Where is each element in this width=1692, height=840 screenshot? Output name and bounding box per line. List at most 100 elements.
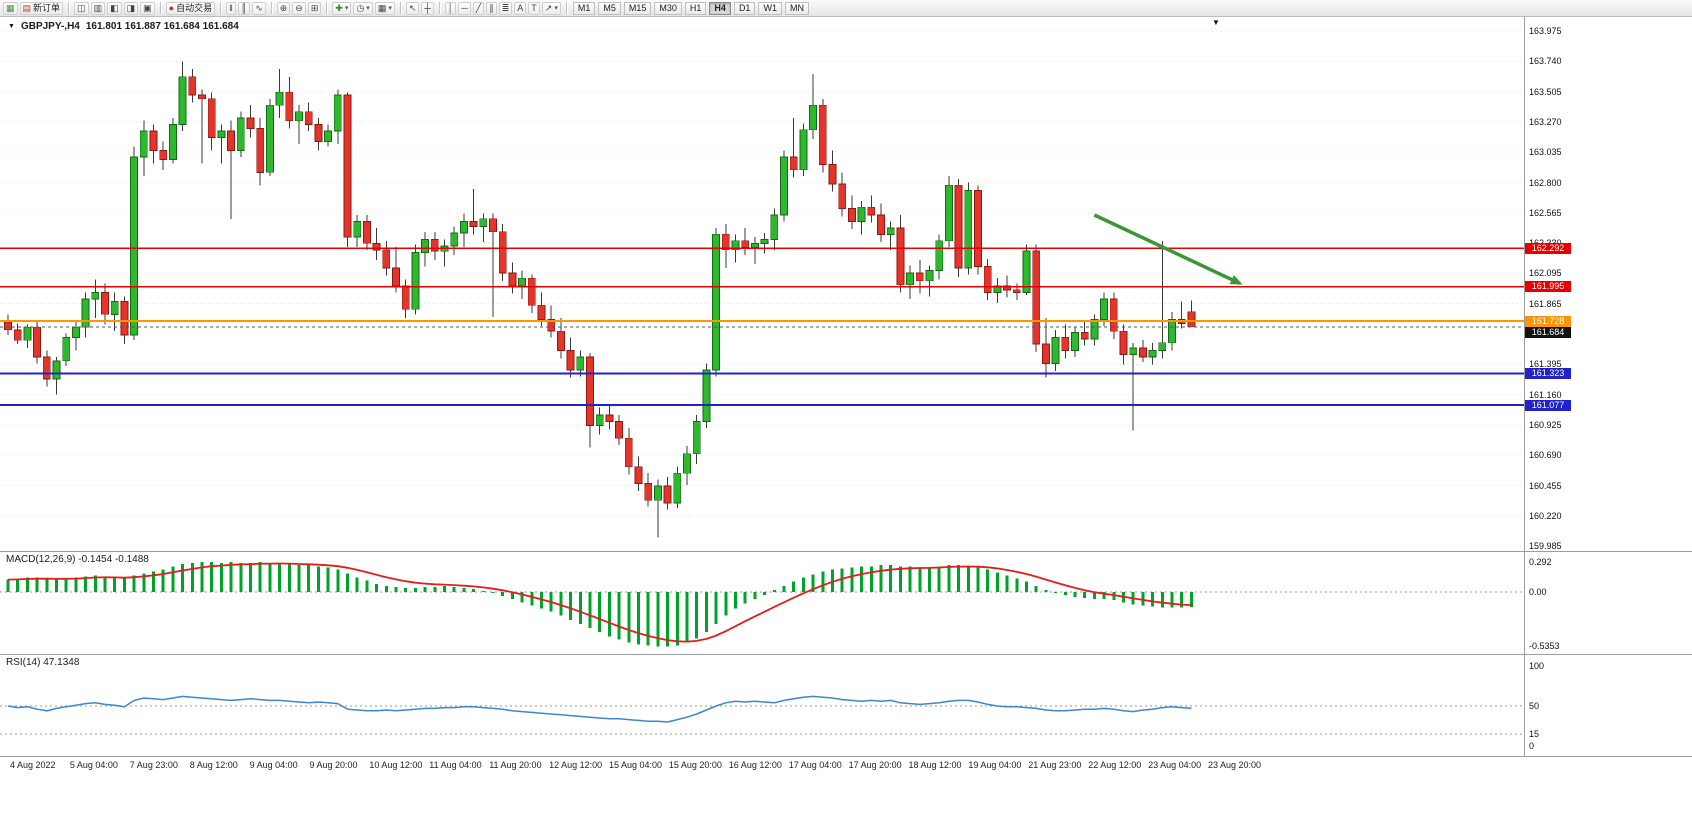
rsi-axis-label: 15 [1529,729,1540,739]
timeframe-h4[interactable]: H4 [709,1,731,15]
price-label: 160.925 [1529,419,1562,430]
rsi-line [7,695,1192,723]
new-order-button[interactable]: ▤ 新订单 [19,1,64,15]
indicators-icon[interactable]: ✚ ▾ [332,1,352,15]
dropdown-caret-icon: ▾ [554,4,558,12]
vertical-line-icon[interactable]: │ [444,1,457,15]
market-watch-icon[interactable]: ▥ [90,1,106,15]
timeframe-m1[interactable]: M1 [572,1,596,15]
zoom-out-icon[interactable]: ⊖ [292,1,306,15]
new-order-button-label: 新订单 [33,2,61,13]
profiles-icon[interactable]: ◫ [74,1,89,15]
data-window-icon-glyph: ◧ [110,2,119,13]
macd-signal-line [7,562,1192,643]
toolbar-separator [399,2,401,14]
timeframe-h1-label: H1 [689,3,702,13]
new-chart-icon[interactable]: ▦ [3,1,18,15]
time-axis[interactable]: 4 Aug 2022 5 Aug 04:00 7 Aug 23:00 8 Aug 12… [0,757,1692,775]
time-label: 10 Aug 12:00 [369,760,423,770]
candlestick-chart[interactable] [0,17,1524,552]
price-label: 162.330 [1529,238,1562,249]
auto-trading-button[interactable]: ● 自动交易 [165,1,216,15]
text-icon-glyph: A [517,2,524,13]
time-label: 16 Aug 12:00 [728,760,782,770]
timeframe-m15[interactable]: M15 [623,1,652,15]
horizontal-line-icon[interactable]: ─ [458,1,471,15]
label-icon[interactable]: T [528,1,540,15]
price-label: 162.800 [1529,177,1562,188]
dropdown-caret-icon: ▾ [388,4,392,12]
panel-divider[interactable] [0,756,1692,757]
line-chart-icon[interactable]: ∿ [252,1,266,15]
vertical-line-icon-glyph: │ [447,2,454,13]
timeframe-m1-label: M1 [577,3,591,13]
tile-windows-icon-glyph: ⊞ [310,2,319,13]
templates-icon[interactable]: ▦ ▾ [374,1,395,15]
price-label: 163.505 [1529,86,1562,97]
time-label: 18 Aug 12:00 [908,760,962,770]
trend-arrow[interactable] [1093,213,1243,285]
macd-axis-label: -0.5353 [1529,641,1560,651]
time-label: 22 Aug 12:00 [1088,760,1142,770]
price-tag: 161.684 [1525,326,1571,338]
new-order-button-glyph: ▤ [22,2,32,13]
time-label: 19 Aug 04:00 [968,760,1022,770]
label-icon-glyph: T [531,2,537,13]
time-label: 15 Aug 20:00 [668,760,722,770]
candlestick-chart-icon[interactable]: ║ [237,1,251,15]
fibonacci-icon[interactable]: ≣ [498,1,513,15]
timeframe-w1[interactable]: W1 [758,1,782,15]
toolbar-separator [326,2,328,14]
bar-chart-icon[interactable]: ǁ [226,1,236,15]
toolbar: ▦ ▤ 新订单 ◫ ▥ ◧ ◨ ▣ ● 自动交易 ǁ ║ ∿ ⊕ ⊖ ⊞ ✚ ▾ ◷ ▾ ▦ ▾ ↖ ┼ │ ─ ╱ ∥ ≣ A T ↗ ▾ M1… [0,0,1692,17]
toolbar-separator [270,2,272,14]
rsi-chart[interactable] [0,655,1524,757]
price-label: 161.865 [1529,298,1562,309]
cursor-icon[interactable]: ↖ [405,1,420,15]
time-label: 11 Aug 04:00 [429,760,482,770]
timeframe-mn-label: MN [789,3,804,13]
macd-histogram [6,562,1193,647]
rsi-axis-label: 100 [1529,661,1545,671]
terminal-icon[interactable]: ▣ [140,1,155,15]
trendline-icon-glyph: ╱ [475,2,482,13]
data-window-icon[interactable]: ◧ [107,1,122,15]
chart-symbol-period: GBPJPY-,H4 [20,21,80,32]
arrows-icon[interactable]: ↗ ▾ [541,1,561,15]
panel-divider[interactable] [0,551,1692,552]
timeframe-m30-label: M30 [659,3,677,13]
trendline-icon[interactable]: ╱ [472,1,485,15]
toolbar-separator [438,2,440,14]
new-chart-icon-glyph: ▦ [6,2,15,13]
macd-chart[interactable] [0,552,1524,655]
toolbar-separator [159,2,161,14]
periods-icon[interactable]: ◷ ▾ [353,1,373,15]
zoom-in-icon[interactable]: ⊕ [276,1,291,15]
timeframe-m30[interactable]: M30 [654,1,682,15]
tile-windows-icon[interactable]: ⊞ [307,1,322,15]
timeframe-d1[interactable]: D1 [733,1,756,15]
channel-icon[interactable]: ∥ [486,1,497,15]
time-label: 21 Aug 23:00 [1028,760,1082,770]
price-label: 163.035 [1529,147,1562,158]
timeframe-h1[interactable]: H1 [684,1,707,15]
text-icon[interactable]: A [514,1,527,15]
crosshair-icon-glyph: ┼ [424,2,431,13]
timeframe-m5[interactable]: M5 [598,1,621,15]
navigator-icon[interactable]: ◨ [123,1,139,15]
scroll-to-end-marker[interactable]: ▼ [1212,18,1220,27]
price-tag: 161.728 [1525,315,1571,327]
arrows-icon-glyph: ↗ [544,2,553,13]
navigator-icon-glyph: ◨ [126,2,136,13]
chart-symbol-marker-icon[interactable]: ▼ [8,23,15,30]
periods-icon-glyph: ◷ [356,2,365,13]
zoom-out-icon-glyph: ⊖ [295,2,303,13]
rsi-axis-label: 50 [1529,701,1540,711]
timeframe-mn[interactable]: MN [784,1,809,15]
timeframe-m5-label: M5 [603,3,616,13]
panel-divider[interactable] [0,654,1692,655]
fibonacci-icon-glyph: ≣ [501,2,510,13]
price-label: 163.740 [1529,56,1562,67]
price-axis-border [1524,17,1525,757]
crosshair-icon[interactable]: ┼ [421,1,434,15]
